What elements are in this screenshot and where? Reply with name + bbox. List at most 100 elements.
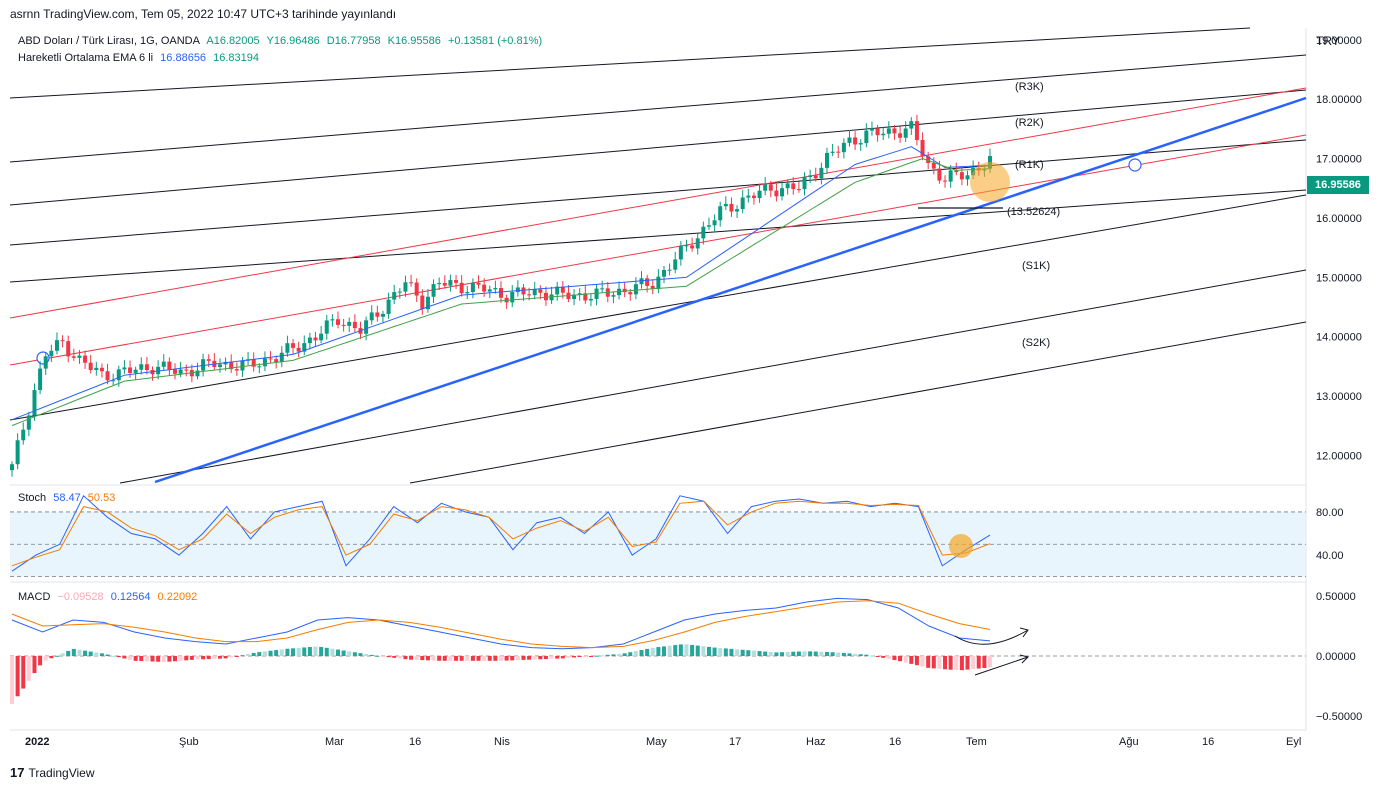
macd-histogram-bar [869, 655, 874, 657]
macd-histogram-bar [83, 650, 88, 656]
candle-body [94, 367, 99, 371]
macd-histogram-bar [144, 656, 149, 662]
macd-histogram-bar [111, 655, 116, 657]
candle-body [757, 190, 762, 199]
candle-body [122, 367, 127, 370]
macd-histogram-bar [21, 656, 26, 689]
candle-body [819, 167, 824, 179]
candle-body [285, 343, 290, 353]
macd-histogram-bar [847, 653, 852, 656]
time-tick-label: 17 [729, 736, 741, 748]
macd-histogram-bar [409, 656, 414, 660]
currency-label: TRY [1316, 34, 1340, 48]
candle-body [751, 195, 756, 199]
open-value: A16.82005 [206, 35, 260, 47]
candle-body [139, 364, 144, 370]
macd-histogram-bar [470, 656, 475, 661]
macd-histogram-bar [746, 650, 751, 656]
macd-tick-label: −0.50000 [1316, 711, 1362, 723]
macd-histogram-bar [499, 656, 503, 661]
candle-body [173, 369, 177, 374]
arrow-annotation [974, 656, 1029, 676]
footer-brand[interactable]: 17 TradingView [10, 765, 95, 780]
candle-body [369, 312, 374, 321]
macd-histogram-bar [414, 656, 419, 660]
macd-histogram-bar [858, 654, 863, 656]
candle-body [493, 288, 498, 290]
macd-histogram-bar [251, 652, 256, 656]
candle-body [521, 287, 526, 295]
macd-histogram-bar [206, 656, 211, 660]
macd-histogram-bar [240, 655, 245, 657]
channel-line [9, 139, 1307, 246]
candle-body [268, 358, 273, 360]
candle-body [291, 343, 296, 348]
candle-body [931, 163, 936, 169]
macd-histogram-bar [611, 654, 616, 656]
candle-body [690, 245, 695, 249]
price-tick-label: 15.00000 [1316, 272, 1362, 284]
macd-tick-label: 0.50000 [1316, 591, 1356, 603]
price-tick-label: 12.00000 [1316, 450, 1362, 462]
candle-body [380, 313, 385, 317]
macd-hist-value: −0.09528 [57, 591, 104, 603]
ema-slow-line [11, 158, 991, 427]
macd-histogram-bar [577, 656, 582, 658]
macd-histogram-bar [605, 654, 610, 656]
candle-body [628, 292, 633, 295]
macd-histogram-bar [99, 653, 104, 656]
candle-body [482, 284, 487, 292]
candle-body [948, 170, 953, 182]
macd-histogram-bar [386, 656, 391, 658]
candle-body [128, 367, 133, 373]
macd-histogram-bar [178, 656, 183, 661]
macd-histogram-bar [706, 646, 711, 656]
change-value: +0.13581 (+0.81%) [447, 35, 543, 47]
candle-body [66, 341, 71, 357]
macd-histogram-bar [465, 656, 470, 661]
candle-body [251, 359, 256, 367]
candle-body [723, 203, 728, 207]
candle-body [701, 226, 706, 239]
candle-body [397, 291, 402, 293]
macd-histogram-bar [212, 656, 217, 659]
macd-histogram-bar [673, 645, 678, 656]
macd-histogram-bar [358, 653, 363, 656]
candle-body [892, 128, 897, 134]
trend-anchor-handle [1128, 158, 1142, 172]
macd-histogram-bar [628, 652, 633, 656]
candle-body [99, 367, 104, 372]
macd-histogram-bar [729, 648, 734, 656]
macd-histogram-bar [32, 656, 37, 674]
macd-histogram-bar [757, 651, 762, 656]
macd-histogram-bar [527, 656, 532, 660]
candle-body [830, 151, 835, 153]
macd-histogram-bar [173, 656, 177, 662]
candle-body [695, 238, 700, 249]
macd-histogram-bar [49, 656, 54, 659]
candle-body [206, 359, 211, 361]
macd-histogram-bar [785, 651, 790, 656]
macd-histogram-bar [988, 656, 992, 668]
macd-histogram-bar [965, 656, 970, 670]
macd-histogram-bar [442, 656, 447, 661]
stoch-tick-label: 80.00 [1316, 507, 1344, 519]
candle-body [105, 371, 110, 381]
stoch-d-value: 50.53 [87, 492, 116, 504]
candle-body [201, 359, 206, 371]
macd-histogram-bar [723, 648, 728, 656]
candle-body [543, 292, 548, 301]
candle-body [347, 321, 352, 326]
candle-body [296, 347, 301, 352]
candle-body [920, 140, 925, 157]
macd-histogram-bar [88, 651, 93, 656]
candle-body [706, 225, 711, 227]
macd-histogram-bar [167, 656, 172, 662]
candle-body [71, 356, 76, 358]
candle-body [302, 343, 307, 352]
macd-histogram-bar [279, 649, 284, 656]
candle-body [279, 352, 284, 362]
candle-body [167, 361, 172, 370]
price-tick-label: 17.00000 [1316, 154, 1362, 166]
